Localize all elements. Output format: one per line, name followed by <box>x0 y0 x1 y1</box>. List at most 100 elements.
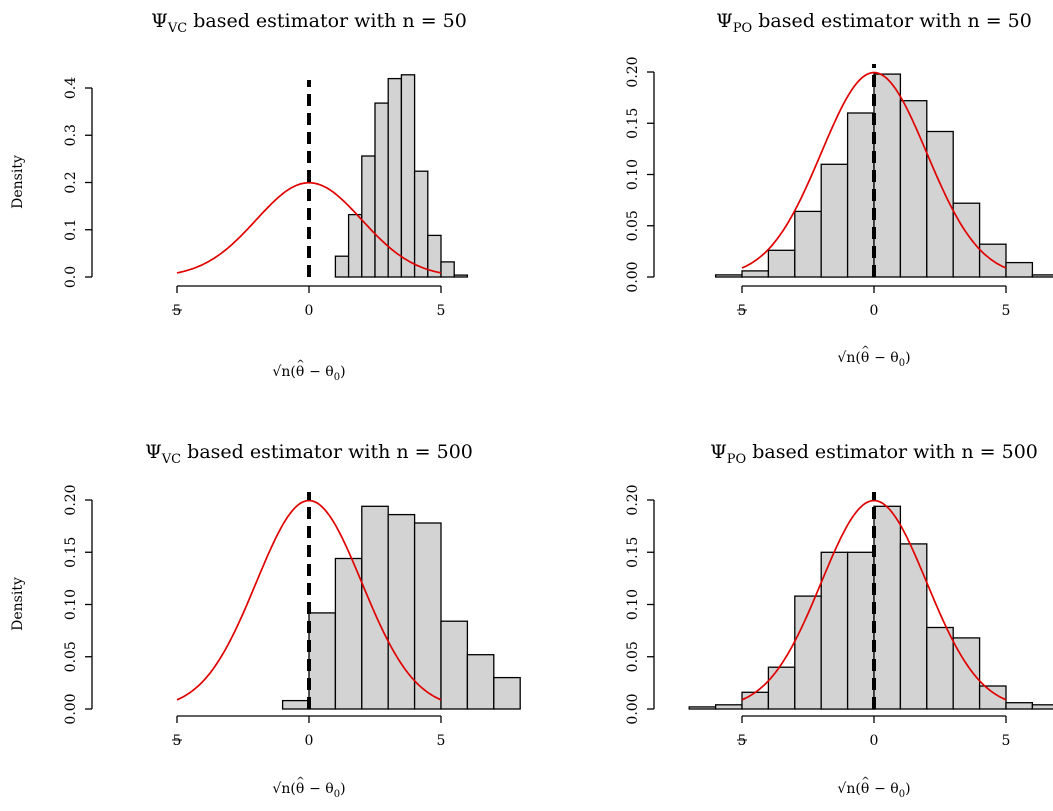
histogram-bar <box>413 522 442 710</box>
y-axis-label: Density <box>10 577 26 631</box>
histogram-bar <box>926 626 954 710</box>
normal-density-curve <box>741 71 1007 269</box>
y-tick-label: 0.00 <box>625 693 641 724</box>
histogram-bar <box>427 234 442 278</box>
histogram-bar <box>873 73 902 278</box>
histogram-bars <box>688 505 1053 710</box>
histogram-bar <box>334 557 363 710</box>
histogram-bar <box>361 155 376 278</box>
histogram-bar <box>1005 702 1034 710</box>
psi-symbol: Ψ <box>710 441 727 463</box>
x-tick-label: 5 <box>173 303 182 319</box>
title-text: based estimator with n = 50 <box>187 10 467 32</box>
histogram-bar <box>334 255 350 278</box>
normal-density-curve <box>741 499 1007 701</box>
histogram-bar <box>453 274 469 278</box>
y-tick-label: 0.0 <box>63 266 79 288</box>
histogram-bar <box>952 202 981 278</box>
y-tick-label: 0.4 <box>63 77 79 99</box>
histogram-bar <box>440 620 469 710</box>
y-tick-label: 0.05 <box>625 210 641 241</box>
y-tick-label: 0.20 <box>63 484 79 515</box>
histogram-bar <box>767 666 796 710</box>
x-tick-label: 5 <box>437 733 446 749</box>
y-tick-label: 0.10 <box>625 589 641 620</box>
psi-subscript: PO <box>727 452 746 467</box>
histogram-bar <box>846 551 875 710</box>
psi-symbol: Ψ <box>716 10 733 32</box>
x-axis-label: √n(θ^ − θ0) <box>837 776 910 800</box>
x-tick-label: 5 <box>1002 303 1011 319</box>
histogram-bar <box>413 170 429 278</box>
histogram-bar <box>361 505 389 710</box>
histogram-bar <box>688 706 717 710</box>
y-axis: 0.00 0.05 0.10 0.15 0.20 <box>625 484 655 725</box>
histogram-bar <box>1031 274 1053 278</box>
panel-top-right: 5 0 5 0.00 0.05 0.10 0.15 0.20 ΨPO based estim… <box>625 10 1053 369</box>
y-tick-label: 0.00 <box>625 261 641 292</box>
x-tick-label: 0 <box>870 733 879 749</box>
y-tick-label: 0.3 <box>63 124 79 146</box>
histogram-bar <box>714 274 743 278</box>
histogram-bar <box>899 100 928 278</box>
y-tick-label: 0.15 <box>625 537 641 568</box>
y-tick-label: 0.05 <box>63 641 79 672</box>
x-axis: 5 0 5 <box>737 715 1011 749</box>
panel-title: ΨVC based estimator with n = 500 <box>145 441 473 467</box>
x-axis: 5 0 5 <box>172 715 446 749</box>
x-tick-label: 5 <box>738 733 747 749</box>
y-tick-label: 0.05 <box>625 641 641 672</box>
y-tick-label: 0.10 <box>63 589 79 620</box>
x-axis-label: √n(θ^ − θ0) <box>272 359 345 383</box>
histogram-bar <box>714 704 743 710</box>
psi-subscript: VC <box>161 452 181 467</box>
x-axis-label: √n(θ^ − θ0) <box>837 345 910 369</box>
panel-title: ΨPO based estimator with n = 500 <box>710 441 1038 467</box>
y-tick-label: 0.20 <box>625 56 641 87</box>
normal-density-curve <box>176 181 442 274</box>
psi-subscript: PO <box>733 21 752 36</box>
x-axis: 5 0 5 <box>737 285 1011 319</box>
psi-symbol: Ψ <box>151 10 168 32</box>
y-tick-label: 0.1 <box>63 219 79 241</box>
y-axis: 0.0 0.1 0.2 0.3 0.4 <box>63 77 93 288</box>
panel-title: ΨPO based estimator with n = 50 <box>716 10 1032 36</box>
histogram-bar <box>387 513 416 710</box>
y-tick-label: 0.20 <box>625 484 641 515</box>
x-tick-label: 5 <box>738 303 747 319</box>
x-tick-label: 5 <box>437 303 446 319</box>
histogram-bars <box>281 505 521 710</box>
histogram-bar <box>493 676 521 710</box>
x-tick-label: 0 <box>305 733 314 749</box>
histogram-bar <box>1031 704 1053 710</box>
histogram-bar <box>873 505 902 710</box>
histogram-bar <box>741 691 770 710</box>
histogram-bar <box>466 654 495 710</box>
panel-bottom-right: 5 0 5 0.00 0.05 0.10 0.15 0.20 ΨPO based estim… <box>625 441 1053 800</box>
x-axis: 5 0 5 <box>172 285 446 319</box>
title-text: based estimator with n = 500 <box>746 441 1038 463</box>
histogram-bar <box>400 74 416 278</box>
histogram-bar <box>741 270 770 278</box>
y-axis-label: Density <box>10 155 26 209</box>
histogram-bar <box>820 163 849 278</box>
x-tick-label: 0 <box>870 303 879 319</box>
x-tick-label: 5 <box>1002 733 1011 749</box>
histogram-bar <box>820 551 849 710</box>
y-axis: 0.00 0.05 0.10 0.15 0.20 <box>625 56 655 293</box>
histogram-bar <box>281 699 310 710</box>
histogram-bar <box>794 210 822 278</box>
title-text: based estimator with n = 50 <box>752 10 1032 32</box>
y-tick-label: 0.15 <box>625 108 641 139</box>
panel-top-left: 5 0 5 0.0 0.1 0.2 0.3 0.4 ΨVC based estimator … <box>10 10 469 383</box>
y-tick-label: 0.15 <box>63 537 79 568</box>
histogram-bar <box>347 213 363 278</box>
histogram-bar <box>899 543 928 710</box>
y-tick-label: 0.10 <box>625 159 641 190</box>
y-tick-label: 0.2 <box>63 171 79 193</box>
title-text: based estimator with n = 500 <box>181 441 473 463</box>
histogram-bar <box>1005 261 1034 278</box>
panel-title: ΨVC based estimator with n = 50 <box>151 10 467 36</box>
histogram-bars <box>334 74 469 278</box>
